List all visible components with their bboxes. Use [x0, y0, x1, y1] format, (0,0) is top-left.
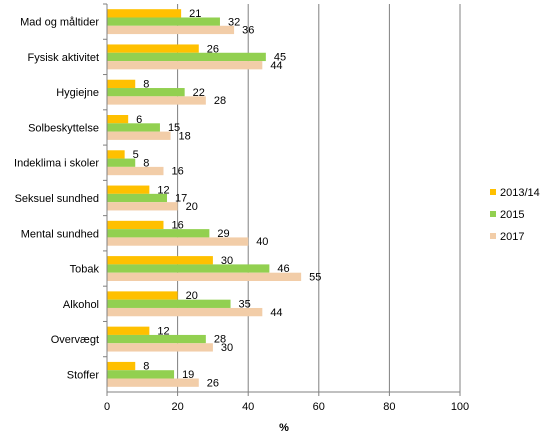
data-labels: 2132362645448222861518581612172016294030… — [133, 8, 322, 389]
data-label: 26 — [207, 377, 219, 389]
data-label: 30 — [221, 342, 233, 354]
legend-label: 2015 — [500, 209, 524, 221]
data-label: 32 — [228, 16, 240, 28]
category-label: Solbeskyttelse — [28, 122, 99, 134]
bar — [107, 378, 199, 387]
bar — [107, 272, 302, 281]
data-label: 21 — [189, 8, 201, 20]
category-label: Tobak — [70, 264, 100, 276]
x-tick-label: 100 — [451, 401, 469, 413]
category-label: Fysisk aktivitet — [27, 52, 99, 64]
data-label: 20 — [186, 201, 198, 213]
data-label: 6 — [136, 114, 142, 126]
data-label: 36 — [242, 25, 254, 37]
bar — [107, 166, 164, 176]
bar — [107, 237, 249, 246]
bar — [107, 185, 150, 194]
data-label: 5 — [133, 149, 139, 161]
bar — [107, 264, 270, 273]
bar — [107, 17, 220, 26]
category-labels: Mad og måltider Fysisk aktivitet Hygiejne S… — [14, 17, 99, 382]
x-tick-label: 60 — [313, 401, 325, 413]
bar — [107, 123, 160, 132]
legend-swatch — [490, 189, 496, 195]
x-axis — [103, 3, 461, 396]
data-label: 46 — [277, 263, 289, 275]
category-label: Overvægt — [51, 334, 99, 346]
bar — [107, 299, 231, 308]
bar — [107, 370, 175, 379]
data-label: 12 — [157, 325, 169, 337]
category-label: Indeklima i skoler — [14, 158, 99, 170]
data-label: 28 — [214, 334, 226, 346]
bar — [107, 79, 136, 89]
legend: 2013/14 2015 2017 — [490, 187, 540, 243]
bar — [107, 25, 235, 35]
bar — [107, 291, 178, 300]
data-label: 35 — [239, 298, 251, 310]
data-label: 16 — [171, 220, 183, 232]
bar — [107, 44, 199, 53]
data-label: 12 — [157, 184, 169, 196]
category-label: Mad og måltider — [20, 17, 99, 29]
data-label: 22 — [193, 87, 205, 99]
bar — [107, 52, 266, 62]
category-label: Alkohol — [63, 299, 99, 311]
bar — [107, 343, 213, 352]
x-axis-title: % — [279, 422, 289, 434]
bar — [107, 96, 206, 105]
bar — [107, 9, 182, 18]
data-label: 8 — [143, 157, 149, 169]
data-label: 30 — [221, 255, 233, 267]
category-label: Mental sundhed — [21, 228, 99, 240]
legend-label: 2017 — [500, 231, 524, 243]
bar — [107, 229, 210, 238]
legend-label: 2013/14 — [500, 187, 540, 199]
category-label: Hygiejne — [56, 87, 99, 99]
data-label: 17 — [175, 193, 187, 205]
category-label: Seksuel sundhed — [15, 193, 99, 205]
bar — [107, 202, 178, 211]
data-label: 29 — [217, 228, 229, 240]
legend-swatch — [490, 233, 496, 239]
x-tick-label: 20 — [171, 401, 183, 413]
bar — [107, 193, 168, 203]
x-tick-label: 40 — [242, 401, 254, 413]
data-label: 44 — [270, 307, 282, 319]
data-label: 28 — [214, 95, 226, 107]
data-label: 45 — [274, 52, 286, 64]
bar — [107, 150, 125, 159]
data-label: 20 — [186, 290, 198, 302]
data-label: 8 — [143, 361, 149, 373]
data-label: 16 — [171, 166, 183, 178]
category-label: Stoffer — [67, 369, 100, 381]
data-label: 15 — [168, 122, 180, 134]
bar — [107, 361, 136, 371]
data-label: 19 — [182, 369, 194, 381]
legend-swatch — [490, 211, 496, 217]
data-label: 40 — [256, 236, 268, 248]
bar — [107, 334, 206, 344]
bar — [107, 115, 129, 124]
x-tick-labels: 0 20 40 60 80 100 — [104, 401, 469, 413]
bar — [107, 220, 164, 230]
bar — [107, 131, 171, 140]
bar — [107, 158, 136, 167]
data-label: 55 — [309, 271, 321, 283]
bars — [107, 9, 302, 387]
x-tick-label: 80 — [383, 401, 395, 413]
x-tick-label: 0 — [104, 401, 110, 413]
bar — [107, 326, 150, 335]
data-label: 26 — [207, 43, 219, 55]
bar — [107, 256, 213, 265]
data-label: 44 — [270, 60, 282, 72]
data-label: 18 — [179, 130, 191, 142]
bar — [107, 88, 185, 97]
bar — [107, 61, 263, 70]
data-label: 8 — [143, 79, 149, 91]
bar — [107, 307, 263, 317]
